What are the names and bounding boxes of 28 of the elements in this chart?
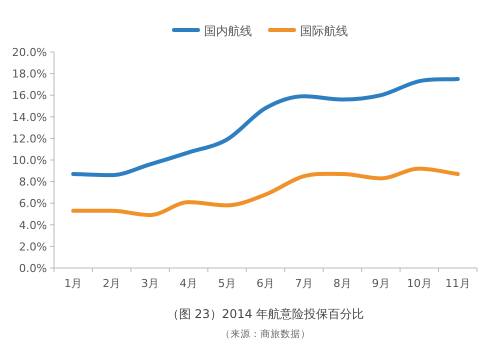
x-tick-label: 3月 <box>141 277 160 290</box>
x-tick-label: 4月 <box>180 277 198 290</box>
y-tick-label: 18.0% <box>12 68 47 81</box>
x-tick-label: 9月 <box>372 277 390 290</box>
y-tick-label: 10.0% <box>12 154 47 167</box>
text: （图 23）2014 年航意险投保百分比 <box>166 307 364 321</box>
y-tick-label: 2.0% <box>19 240 47 254</box>
x-tick-label: 7月 <box>294 277 313 290</box>
x-tick-label: 10月 <box>406 277 432 290</box>
y-tick-label: 14.0% <box>12 110 47 124</box>
y-tick-label: 12.0% <box>12 132 47 146</box>
x-tick-label: 5月 <box>218 277 236 290</box>
x-tick-label: 11月 <box>445 277 470 290</box>
y-tick-label: 6.0% <box>19 197 47 210</box>
legend-label: 国内航线 <box>204 24 252 38</box>
y-tick-label: 0.0% <box>19 262 47 275</box>
y-tick-label: 16.0% <box>12 89 47 102</box>
x-tick-label: 2月 <box>102 277 121 290</box>
line-series <box>71 166 460 218</box>
legend-label: 国际航线 <box>300 24 348 38</box>
x-tick-label: 8月 <box>333 277 352 290</box>
line-series <box>71 77 460 178</box>
y-tick-label: 20.0% <box>12 46 47 59</box>
y-tick-label: 8.0% <box>19 176 47 189</box>
y-tick-label: 4.0% <box>19 218 47 232</box>
text: （来源：商旅数据） <box>220 328 310 340</box>
x-tick-label: 1月 <box>64 277 82 290</box>
x-tick-label: 6月 <box>256 277 274 290</box>
